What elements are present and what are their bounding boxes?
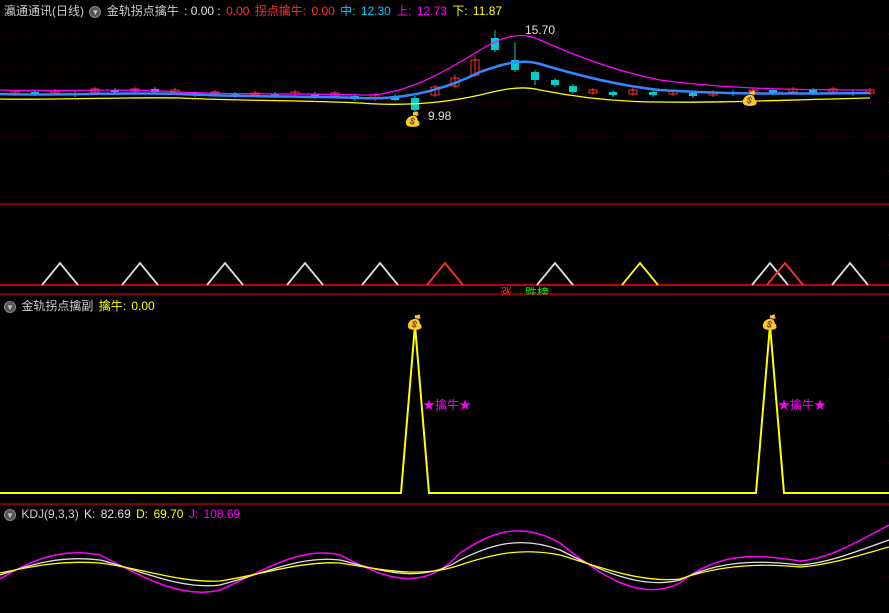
chevron-down-icon[interactable]: ▾: [4, 509, 16, 521]
value: 69.70: [153, 507, 186, 521]
value-label: 擒牛:: [99, 299, 130, 313]
spike-header: ▾ 金轨拐点擒副 擒牛: 0.00: [0, 295, 163, 316]
value: 82.69: [101, 507, 134, 521]
value: 0.00: [131, 299, 154, 313]
chevron-down-icon[interactable]: ▾: [89, 6, 101, 18]
price-chart[interactable]: 15.70 9.98 💰 💰: [0, 0, 889, 205]
svg-text:★擒牛★: ★擒牛★: [423, 397, 471, 412]
kdj-panel[interactable]: ▾ KDJ(9,3,3) K: 82.69 D: 69.70 J: 108.69: [0, 505, 889, 613]
value: 11.87: [473, 4, 502, 18]
value-label: 上:: [396, 4, 415, 18]
spike-chart[interactable]: 💰 ★擒牛★ 💰 ★擒牛★: [0, 295, 889, 505]
svg-text:15.70: 15.70: [525, 23, 555, 37]
kdj-title: KDJ(9,3,3): [21, 507, 78, 521]
value: 0.00: [226, 4, 253, 18]
stock-title: 瀛通通讯(日线): [4, 4, 84, 18]
value: 0.00: [311, 4, 338, 18]
chevron-down-icon[interactable]: ▾: [4, 301, 16, 313]
triangle-chart[interactable]: 涨跌榜: [0, 205, 889, 295]
spike-panel[interactable]: ▾ 金轨拐点擒副 擒牛: 0.00 💰 ★擒牛★ 💰 ★擒牛★: [0, 295, 889, 505]
value: 12.73: [417, 4, 450, 18]
spike-title: 金轨拐点擒副: [21, 299, 93, 313]
value-label: 拐点擒牛:: [255, 4, 310, 18]
svg-text:💰: 💰: [741, 90, 758, 107]
value: 108.69: [203, 507, 240, 521]
value-label: 下:: [452, 4, 471, 18]
svg-text:💰: 💰: [404, 111, 421, 128]
indicator-name: 金轨拐点擒牛: [107, 4, 179, 18]
value-label: J:: [189, 507, 202, 521]
value-label: D:: [136, 507, 151, 521]
svg-text:★擒牛★: ★擒牛★: [778, 397, 826, 412]
kdj-header: ▾ KDJ(9,3,3) K: 82.69 D: 69.70 J: 108.69: [0, 505, 248, 523]
svg-text:💰: 💰: [406, 314, 423, 331]
svg-text:9.98: 9.98: [428, 109, 452, 123]
svg-text:💰: 💰: [761, 314, 778, 331]
price-panel[interactable]: 瀛通通讯(日线) ▾ 金轨拐点擒牛 : 0.00 : 0.00 拐点擒牛: 0.…: [0, 0, 889, 205]
price-header: 瀛通通讯(日线) ▾ 金轨拐点擒牛 : 0.00 : 0.00 拐点擒牛: 0.…: [0, 0, 510, 21]
triangle-panel[interactable]: 涨跌榜: [0, 205, 889, 295]
value-label: 中:: [340, 4, 359, 18]
value: : 0.00 :: [184, 4, 224, 18]
value: 12.30: [361, 4, 394, 18]
value-label: K:: [84, 507, 99, 521]
